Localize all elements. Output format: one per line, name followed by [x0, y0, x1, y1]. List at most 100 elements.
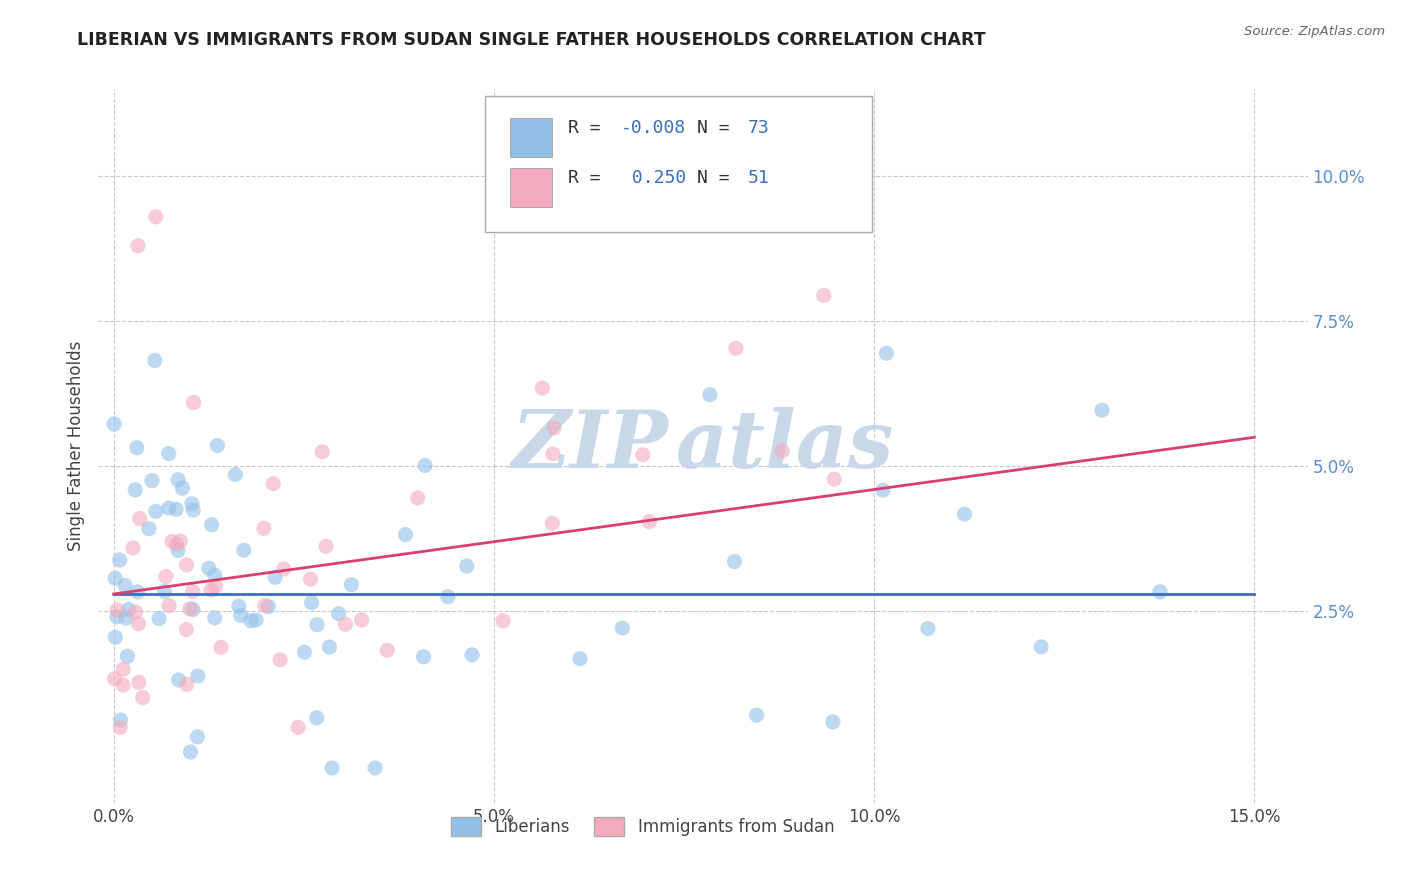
Point: [305, 617, 328, 632]
Point: [180, 497, 202, 511]
Point: [531, 381, 554, 395]
Point: [253, 599, 276, 613]
Point: [335, 617, 357, 632]
Point: [770, 444, 793, 458]
Point: [301, 596, 323, 610]
Point: [200, 583, 222, 598]
Point: [108, 553, 131, 567]
Point: [153, 584, 176, 599]
Point: [145, 210, 167, 224]
Point: [872, 483, 894, 497]
Point: [638, 515, 661, 529]
Point: [125, 441, 148, 455]
Point: [127, 616, 149, 631]
Point: [875, 346, 897, 360]
Point: [110, 720, 132, 734]
Point: [104, 630, 127, 644]
Point: [287, 720, 309, 734]
Point: [299, 572, 322, 586]
Point: [198, 561, 221, 575]
Point: [127, 585, 149, 599]
Point: [128, 511, 150, 525]
Point: [953, 507, 976, 521]
Point: [269, 653, 291, 667]
Point: [141, 474, 163, 488]
Point: [541, 516, 564, 531]
Point: [143, 353, 166, 368]
Point: [138, 522, 160, 536]
Point: [167, 543, 190, 558]
Point: [127, 239, 149, 253]
Legend: Liberians, Immigrants from Sudan: Liberians, Immigrants from Sudan: [443, 808, 842, 845]
Point: [157, 447, 180, 461]
Point: [328, 607, 350, 621]
Point: [180, 745, 202, 759]
Point: [456, 559, 478, 574]
Text: R =: R =: [568, 120, 612, 137]
Point: [124, 605, 146, 619]
Point: [1031, 640, 1053, 654]
Point: [253, 521, 276, 535]
Point: [155, 569, 177, 583]
Point: [257, 599, 280, 614]
Point: [157, 501, 180, 516]
Point: [262, 476, 284, 491]
Point: [181, 584, 204, 599]
Text: LIBERIAN VS IMMIGRANTS FROM SUDAN SINGLE FATHER HOUSEHOLDS CORRELATION CHART: LIBERIAN VS IMMIGRANTS FROM SUDAN SINGLE…: [77, 31, 986, 49]
Point: [321, 761, 343, 775]
Point: [148, 612, 170, 626]
Point: [406, 491, 429, 505]
Point: [157, 599, 180, 613]
FancyBboxPatch shape: [509, 118, 551, 157]
Point: [569, 651, 592, 665]
Point: [1149, 584, 1171, 599]
Point: [724, 341, 747, 355]
Point: [631, 448, 654, 462]
Point: [745, 708, 768, 723]
Point: [181, 602, 204, 616]
Point: [1091, 403, 1114, 417]
Point: [412, 649, 434, 664]
Point: [723, 555, 745, 569]
Point: [103, 672, 125, 686]
Point: [132, 690, 155, 705]
Point: [165, 537, 187, 551]
Point: [821, 714, 844, 729]
Point: [350, 613, 373, 627]
Text: N =: N =: [697, 120, 741, 137]
Point: [167, 673, 190, 687]
Point: [207, 438, 229, 452]
Point: [413, 458, 436, 473]
Point: [273, 562, 295, 576]
Point: [612, 621, 634, 635]
Point: [318, 640, 340, 654]
Point: [110, 713, 132, 727]
Point: [204, 579, 226, 593]
Text: ZIP atlas: ZIP atlas: [512, 408, 894, 484]
Point: [176, 623, 198, 637]
Point: [122, 541, 145, 555]
Point: [264, 570, 287, 584]
Point: [204, 568, 226, 582]
Point: [917, 622, 939, 636]
Point: [541, 447, 564, 461]
Point: [183, 395, 205, 409]
Point: [172, 481, 194, 495]
Point: [201, 517, 224, 532]
Point: [186, 730, 208, 744]
Point: [340, 577, 363, 591]
FancyBboxPatch shape: [485, 96, 872, 232]
Point: [543, 421, 565, 435]
Text: -0.008: -0.008: [621, 120, 686, 137]
Point: [311, 444, 333, 458]
Point: [209, 640, 232, 655]
Point: [118, 602, 141, 616]
Point: [117, 649, 139, 664]
Point: [187, 669, 209, 683]
Point: [176, 558, 198, 572]
Point: [294, 645, 316, 659]
Point: [104, 571, 127, 585]
Text: 73: 73: [748, 120, 769, 137]
Point: [229, 608, 252, 623]
Point: [169, 534, 191, 549]
